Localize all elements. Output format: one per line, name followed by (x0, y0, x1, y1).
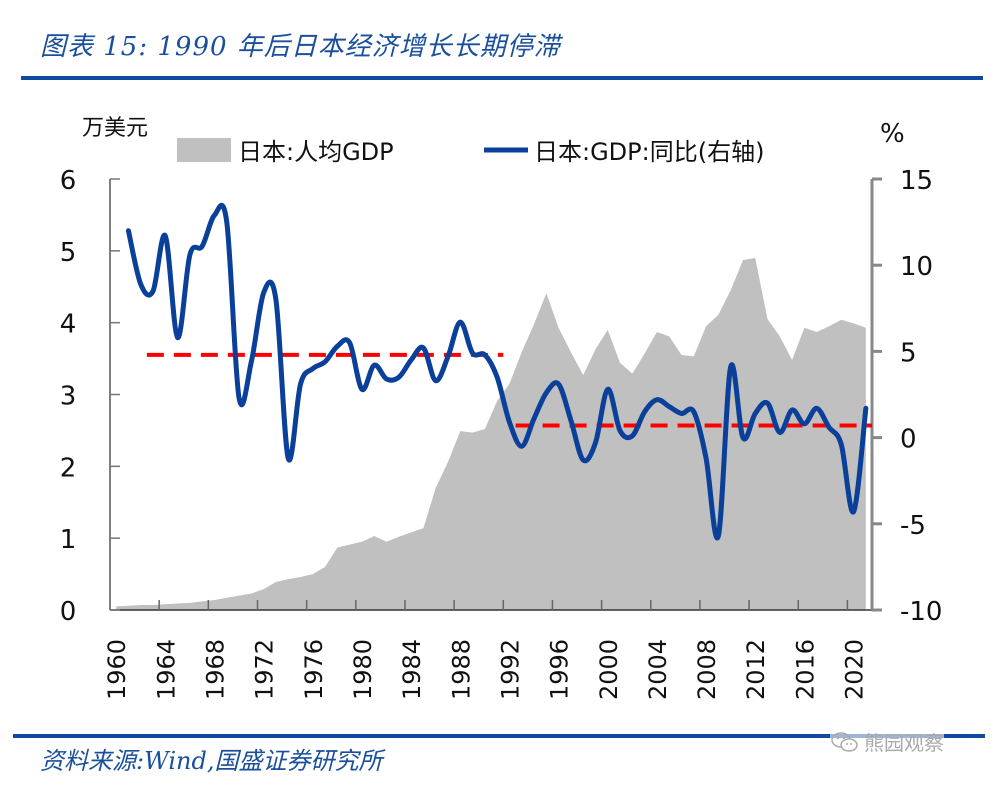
x-tick-label: 1992 (496, 639, 524, 700)
x-tick-label: 1984 (398, 639, 426, 700)
source-note: 资料来源:Wind,国盛证券研究所 (40, 747, 383, 775)
x-tick-label: 1972 (251, 639, 279, 700)
line-layer (125, 202, 869, 541)
legend: 日本:人均GDP 日本:GDP:同比(右轴) (177, 138, 764, 166)
title-divider (21, 76, 983, 80)
x-tick-label: 2012 (742, 639, 770, 700)
x-axis-labels: 1960 1964 1968 1972 1976 1980 1984 1988 1992 1996… (103, 639, 868, 700)
x-tick-label: 2004 (644, 639, 672, 700)
wechat-icon (830, 731, 860, 753)
watermark: 熊园观察 (830, 727, 944, 756)
left-tick-label: 6 (60, 166, 77, 196)
area-layer (116, 258, 866, 610)
left-axis-unit: 万美元 (82, 116, 148, 141)
right-tick-label: -10 (900, 597, 942, 627)
x-tick-label: 1980 (349, 639, 377, 700)
left-tick-label: 5 (60, 238, 77, 268)
chart: 万美元 % 日本:人均GDP 日本:GDP:同比(右轴) 0 1 2 3 4 5 6 -10… (60, 116, 943, 700)
area-gdp-per-capita (116, 258, 866, 610)
right-tick-label: -5 (900, 511, 926, 541)
legend-label-gdp-yoy: 日本:GDP:同比(右轴) (534, 138, 764, 166)
right-axis-unit: % (880, 119, 905, 149)
legend-area-swatch (177, 138, 231, 162)
x-tick-label: 1960 (103, 639, 131, 700)
axes-layer (109, 177, 882, 612)
footer-divider (13, 734, 985, 738)
left-tick-label: 4 (60, 310, 77, 340)
x-tick-label: 1964 (152, 639, 180, 700)
legend-label-gdp-per-capita: 日本:人均GDP (238, 138, 394, 166)
x-tick-label: 1996 (546, 639, 574, 700)
left-axis-labels: 0 1 2 3 4 5 6 (60, 166, 77, 627)
x-tick-label: 1976 (300, 639, 328, 700)
watermark-text: 熊园观察 (864, 731, 944, 755)
x-tick-label: 2016 (791, 639, 819, 700)
x-tick-label: 2020 (841, 639, 869, 700)
left-tick-label: 3 (60, 382, 77, 412)
right-tick-label: 10 (900, 252, 933, 282)
right-tick-label: 5 (900, 338, 917, 368)
x-tick-label: 1968 (201, 639, 229, 700)
right-axis-labels: -10 -5 0 5 10 15 (900, 166, 942, 627)
figure-title: 图表 15: 1990 年后日本经济增长长期停滞 (40, 32, 561, 62)
right-tick-label: 15 (900, 166, 933, 196)
x-tick-label: 1988 (447, 639, 475, 700)
right-tick-label: 0 (900, 425, 917, 455)
x-tick-label: 2008 (693, 639, 721, 700)
x-tick-label: 2000 (595, 639, 623, 700)
left-tick-label: 0 (60, 597, 77, 627)
line-gdp-yoy (125, 202, 869, 541)
left-tick-label: 1 (60, 525, 77, 555)
left-tick-label: 2 (60, 453, 77, 483)
